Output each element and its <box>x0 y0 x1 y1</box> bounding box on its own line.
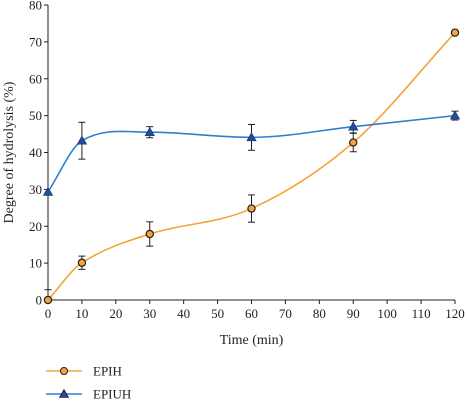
y-tick-label: 50 <box>29 108 42 123</box>
data-point-epiuh <box>144 126 155 136</box>
data-point-epiuh <box>449 110 461 120</box>
x-tick-label: 30 <box>143 306 156 321</box>
legend-label-epih: EPIH <box>93 364 122 379</box>
x-axis-title: Time (min) <box>220 333 284 348</box>
x-tick-label: 50 <box>211 306 224 321</box>
y-tick-label: 70 <box>29 34 42 49</box>
data-point-epih <box>450 28 460 37</box>
data-point-epih <box>145 229 154 239</box>
data-point-epih <box>247 204 256 213</box>
data-point-epih <box>43 295 53 305</box>
y-tick-label: 80 <box>29 0 42 13</box>
legend: EPIH EPIUH <box>46 364 131 401</box>
x-tick-label: 70 <box>279 306 292 321</box>
data-point-epiuh <box>42 186 54 196</box>
legend-item-epiuh: EPIUH <box>46 387 131 401</box>
y-axis-title: Degree of hydrolysis (%) <box>2 81 17 223</box>
x-tick-label: 120 <box>445 306 465 321</box>
y-tick-label: 10 <box>29 256 42 271</box>
y-ticks: 0 10 20 30 40 50 60 70 80 <box>29 0 48 308</box>
x-tick-label: 80 <box>313 306 326 321</box>
data-point-epiuh <box>76 135 88 145</box>
y-tick-label: 60 <box>29 71 42 86</box>
x-ticks: 0 10 20 30 40 50 60 70 80 90 100 110 120 <box>45 300 465 321</box>
y-tick-label: 30 <box>29 182 42 197</box>
y-tick-label: 0 <box>36 293 43 308</box>
axes <box>47 5 455 301</box>
marker-layer <box>42 28 461 305</box>
legend-marker-epih <box>60 367 68 375</box>
data-point-epiuh <box>348 121 359 131</box>
data-point-epih <box>349 138 358 147</box>
series-line-epih <box>47 32 456 301</box>
x-tick-label: 100 <box>377 306 397 321</box>
legend-marker-epiuh <box>58 388 70 398</box>
y-tick-label: 20 <box>29 219 42 234</box>
legend-item-epih: EPIH <box>46 364 122 379</box>
x-tick-label: 110 <box>412 306 431 321</box>
x-tick-label: 40 <box>177 306 190 321</box>
plot-area <box>42 28 461 305</box>
data-point-epiuh <box>246 132 257 142</box>
x-tick-label: 10 <box>75 306 88 321</box>
data-point-epih <box>77 258 87 267</box>
y-tick-label: 40 <box>29 145 42 160</box>
x-tick-label: 90 <box>347 306 360 321</box>
x-tick-label: 0 <box>45 306 52 321</box>
legend-label-epiuh: EPIUH <box>93 387 131 401</box>
x-tick-label: 20 <box>109 306 122 321</box>
x-tick-label: 60 <box>245 306 258 321</box>
